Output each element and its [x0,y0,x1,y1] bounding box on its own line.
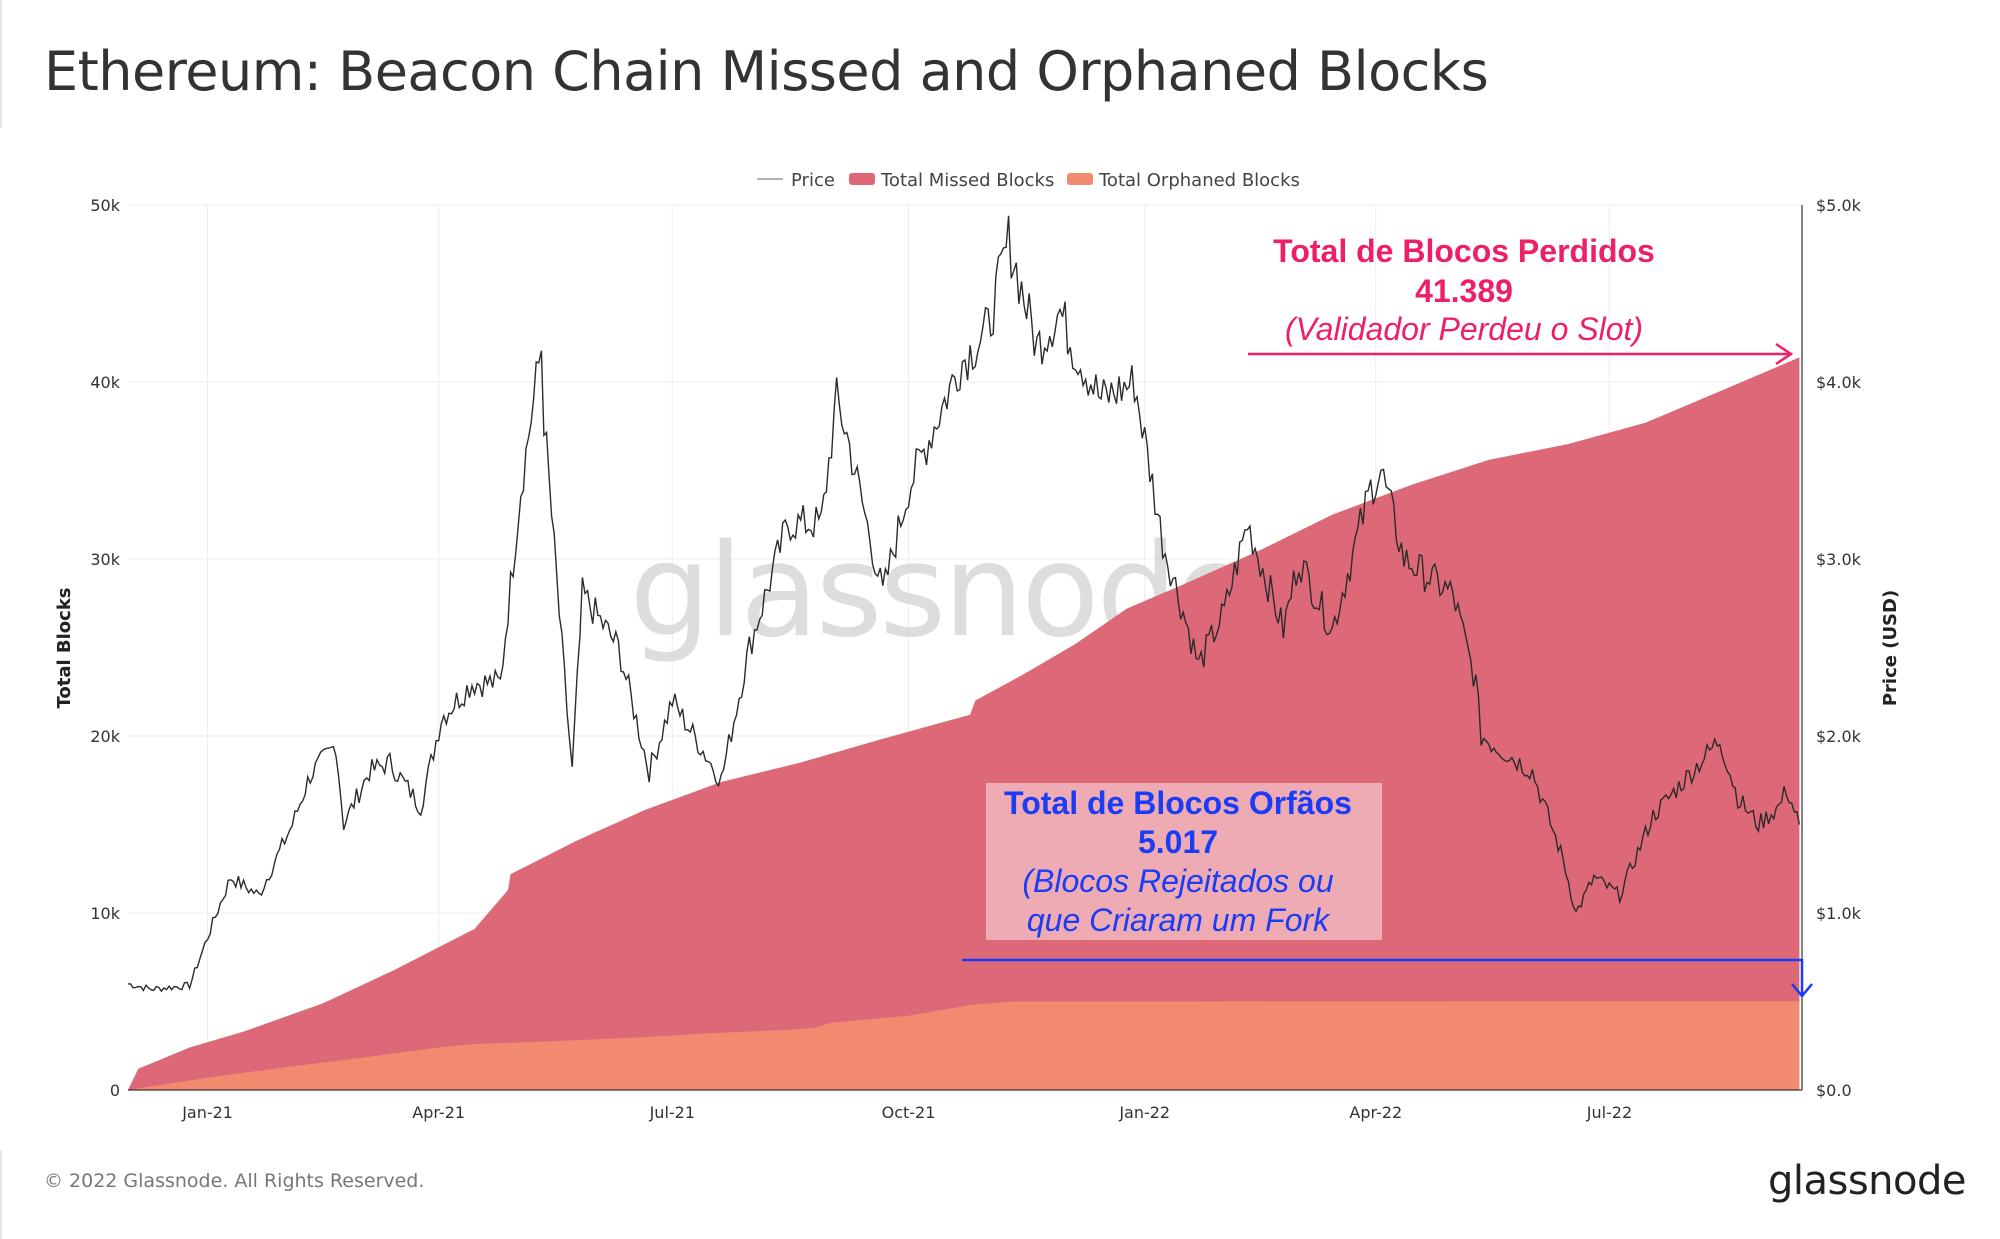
orphaned-annotation-arrow [962,958,1804,994]
orphaned-annotation-title: Total de Blocos Orfãos [1004,785,1352,821]
y-left-tick-label: 0 [110,1081,120,1100]
missed-annotation-title: Total de Blocos Perdidos [1273,233,1655,269]
y-right-tick-label: $4.0k [1816,373,1862,392]
orphaned-annotation-box [986,783,1382,940]
orphaned-annotation-note-2: que Criaram um Fork [1027,902,1331,938]
page-title: Ethereum: Beacon Chain Missed and Orphan… [44,40,1489,103]
legend: Price Total Missed Blocks Total Orphaned… [757,170,1300,191]
legend-orphaned-label[interactable]: Total Orphaned Blocks [1098,170,1300,191]
x-tick-label: Jul-22 [1586,1103,1632,1122]
x-tick-label: Jan-22 [1118,1103,1170,1122]
chart: glassnode 010k20k30k40k50k$0.0$1.0k$2.0k… [54,170,1901,1122]
y-right-tick-label: $1.0k [1816,904,1862,923]
x-tick-label: Jul-21 [649,1103,695,1122]
header-divider [0,0,2,128]
orphaned-annotation-value: 5.017 [1138,824,1218,860]
orphaned-annotation-note-1: (Blocos Rejeitados ou [1022,863,1333,899]
y-right-tick-label: $2.0k [1816,727,1862,746]
orphaned-arrowhead-icon [1791,983,1813,998]
x-tick-label: Oct-21 [882,1103,936,1122]
y-left-tick-label: 50k [90,196,120,215]
legend-missed-swatch [849,173,875,185]
y-left-tick-label: 30k [90,550,120,569]
legend-orphaned-swatch [1067,173,1093,185]
orphaned-blocks-area [128,1001,1800,1090]
y-left-tick-label: 40k [90,373,120,392]
y-left-axis-label: Total Blocks [54,587,75,708]
missed-blocks-annotation: Total de Blocos Perdidos 41.389 (Validad… [1248,233,1794,366]
footer-divider [0,1150,2,1239]
orphaned-blocks-annotation: Total de Blocos Orfãos 5.017 (Blocos Rej… [962,783,1813,998]
price-line [128,215,1801,993]
copyright: © 2022 Glassnode. All Rights Reserved. [44,1170,425,1192]
missed-annotation-value: 41.389 [1415,273,1513,309]
y-left-tick-label: 20k [90,727,120,746]
y-right-tick-label: $5.0k [1816,196,1862,215]
y-right-axis-label: Price (USD) [1880,590,1901,706]
y-right-tick-label: $3.0k [1816,550,1862,569]
x-tick-label: Apr-22 [1349,1103,1402,1122]
missed-blocks-area [128,357,1800,1090]
y-left-tick-label: 10k [90,904,120,923]
axes: 0 10k 20k 30k 40k 50k $0.0 $1.0k $2.0k $3.0k $4.0k… [90,196,1861,1122]
legend-price-label[interactable]: Price [791,170,835,191]
brand-logo: glassnode [1767,1158,1967,1204]
legend-missed-label[interactable]: Total Missed Blocks [880,170,1054,191]
x-tick-label: Apr-21 [412,1103,465,1122]
missed-arrowhead-icon [1775,342,1794,366]
x-tick-label: Jan-21 [181,1103,233,1122]
y-right-tick-label: $0.0 [1816,1081,1852,1100]
missed-annotation-note: (Validador Perdeu o Slot) [1285,311,1643,347]
